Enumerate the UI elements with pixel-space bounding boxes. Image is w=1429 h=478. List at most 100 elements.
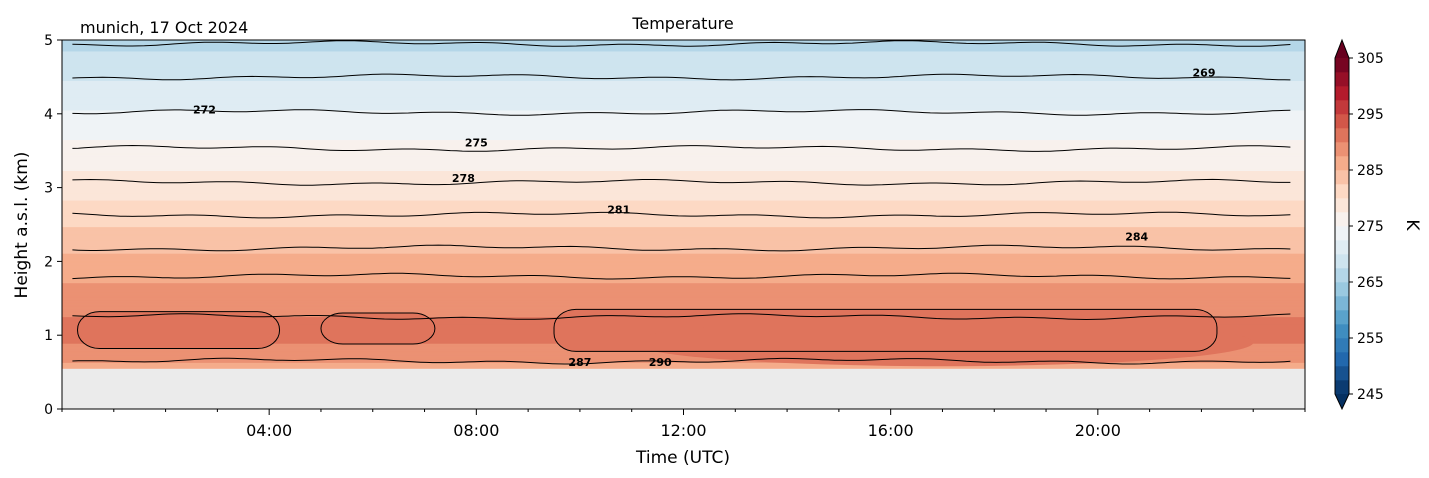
temperature-band (62, 62, 1305, 65)
temperature-band (62, 288, 1305, 291)
temperature-band (62, 359, 1305, 362)
temperature-band (62, 58, 1305, 61)
colorbar-swatch (1335, 170, 1349, 185)
temperature-band (62, 263, 1305, 266)
contour-line (72, 244, 1291, 252)
temperature-band (62, 120, 1305, 123)
warm-core-region (320, 313, 435, 345)
temperature-band (62, 201, 1305, 204)
temperature-band (62, 196, 1305, 200)
temperature-band (62, 211, 1305, 214)
temperature-band (62, 50, 1305, 53)
contour-label: 284 (1125, 230, 1148, 243)
temperature-band (62, 149, 1305, 152)
colorbar-tick-label: 285 (1357, 163, 1384, 179)
temperature-band (62, 205, 1305, 208)
temperature-band (62, 134, 1305, 138)
temperature-band (62, 164, 1305, 167)
temperature-band (62, 93, 1305, 96)
temperature-band (62, 276, 1305, 279)
x-axis: 04:00 08:00 12:00 16:00 20:00 (61, 409, 1306, 440)
hot-zone-region (631, 318, 1254, 367)
temperature-band (62, 226, 1305, 229)
temperature-band (62, 174, 1305, 177)
temperature-band (62, 285, 1305, 288)
temperature-band (62, 233, 1305, 236)
temperature-band (62, 40, 1305, 43)
colorbar-swatch (1335, 100, 1349, 115)
warm-core-region (77, 311, 280, 349)
temperature-band (62, 254, 1305, 257)
colorbar-swatch (1335, 352, 1349, 367)
temperature-band (62, 130, 1305, 133)
temperature-band (62, 215, 1305, 219)
colorbar-extend-max (1335, 40, 1349, 58)
temperature-band (62, 159, 1305, 163)
temperature-band (62, 190, 1305, 194)
temperature-band (62, 59, 1305, 62)
temperature-band (62, 277, 1305, 281)
temperature-band (62, 289, 1305, 293)
contour-loop (320, 312, 436, 345)
temperature-band (62, 239, 1305, 242)
colorbar-swatch (1335, 310, 1349, 325)
temperature-band (62, 90, 1305, 93)
temperature-band (62, 283, 1305, 287)
temperature-band (62, 182, 1305, 185)
colorbar-tick-label: 275 (1357, 219, 1384, 235)
temperature-band (62, 363, 1305, 366)
temperature-band (62, 241, 1305, 244)
temperature-band (62, 165, 1305, 169)
temperature-band (62, 114, 1305, 117)
temperature-band (62, 291, 1305, 294)
x-axis-label: Time (UTC) (635, 448, 730, 468)
temperature-band (62, 87, 1305, 90)
temperature-band (62, 192, 1305, 195)
temperature-band (62, 255, 1305, 259)
temperature-band (62, 156, 1305, 160)
y-tick-label: 4 (44, 107, 53, 123)
x-tick-label: 12:00 (660, 421, 706, 440)
temperature-band (62, 151, 1305, 154)
temperature-band (62, 52, 1305, 55)
colorbar-swatch (1335, 254, 1349, 269)
temperature-band (62, 242, 1305, 245)
temperature-band (62, 153, 1305, 157)
temperature-band (62, 68, 1305, 71)
y-axis: 0 1 2 3 4 5 (44, 33, 62, 418)
temperature-band (62, 275, 1305, 278)
temperature-band (62, 260, 1305, 263)
temperature-band (62, 74, 1305, 77)
colorbar: 245 255 265 275 285 295 305 (1334, 38, 1384, 411)
temperature-band (62, 152, 1305, 155)
temperature-band (62, 245, 1305, 248)
temperature-band (62, 131, 1305, 135)
temperature-band (62, 195, 1305, 198)
temperature-band (62, 282, 1305, 285)
temperature-band (62, 198, 1305, 201)
colorbar-swatch (1335, 268, 1349, 283)
colorbar-swatch (1335, 72, 1349, 87)
contour-lines (72, 40, 1291, 365)
contour-label: 281 (607, 204, 630, 217)
temperature-band (62, 208, 1305, 211)
temperature-band (62, 295, 1305, 298)
temperature-band (62, 145, 1305, 148)
temperature-band (62, 94, 1305, 98)
contour-label: 287 (568, 356, 591, 369)
temperature-band (62, 232, 1305, 235)
temperature-band (62, 146, 1305, 149)
temperature-band (62, 72, 1305, 76)
colorbar-swatch (1335, 156, 1349, 171)
temperature-band (62, 210, 1305, 213)
temperature-band (62, 230, 1305, 234)
colorbar-swatch (1335, 86, 1349, 101)
temperature-band (62, 221, 1305, 225)
temperature-band (62, 356, 1305, 359)
colorbar-swatch (1335, 184, 1349, 199)
temperature-band (62, 40, 1305, 42)
temperature-band (62, 272, 1305, 275)
colorbar-swatch (1335, 282, 1349, 297)
colorbar-swatch (1335, 366, 1349, 381)
